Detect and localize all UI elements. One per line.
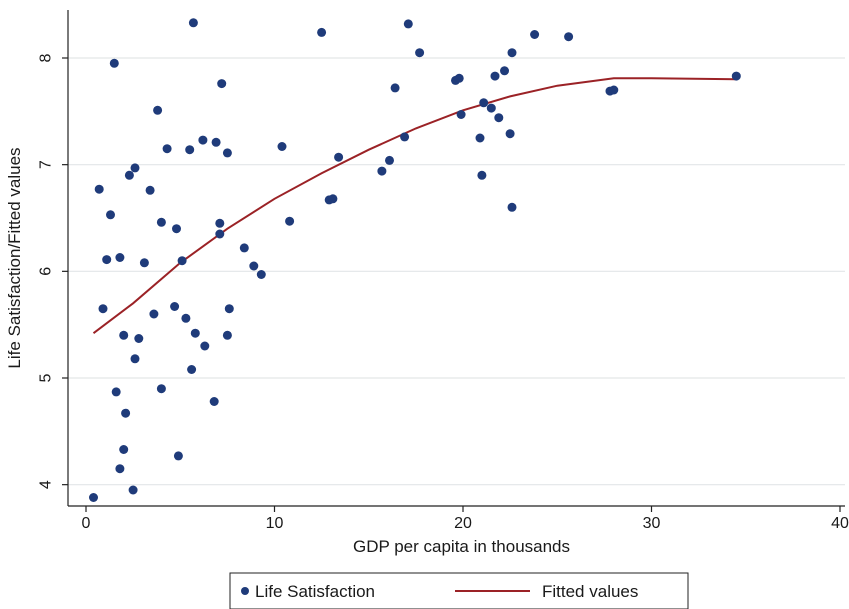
data-point [224, 304, 234, 314]
data-point [256, 270, 266, 279]
data-point [494, 113, 504, 123]
data-point [454, 73, 464, 83]
data-point [106, 210, 115, 220]
x-tick-label: 40 [831, 515, 849, 532]
data-point [390, 83, 400, 93]
data-point [89, 493, 98, 502]
data-point [156, 217, 166, 227]
data-point [505, 129, 515, 139]
data-point [507, 202, 517, 212]
data-point [400, 132, 410, 142]
data-point [564, 32, 574, 42]
legend-label-fitted-values: Fitted values [542, 582, 638, 601]
data-point [222, 330, 232, 340]
data-point [211, 137, 221, 147]
data-point [277, 142, 287, 151]
y-tick-label: 7 [38, 160, 55, 169]
data-point [215, 229, 225, 239]
data-point [181, 313, 191, 323]
x-tick-label: 20 [454, 515, 472, 532]
data-point [500, 66, 509, 76]
data-point [124, 170, 134, 180]
y-tick-label: 5 [38, 373, 55, 382]
data-point [285, 216, 295, 226]
data-point [490, 71, 500, 81]
data-point [102, 255, 112, 265]
data-point [209, 397, 219, 406]
data-point [239, 243, 249, 253]
data-point [530, 30, 540, 39]
x-tick-label: 10 [266, 515, 284, 532]
data-point [134, 334, 144, 343]
data-point [130, 354, 140, 364]
data-point [98, 304, 108, 314]
data-point [177, 256, 187, 266]
y-tick-label: 4 [38, 480, 55, 489]
y-axis-ticks: 4 5 6 7 8 [38, 53, 68, 489]
y-tick-label: 6 [38, 267, 55, 276]
data-point [486, 103, 496, 113]
data-point [119, 445, 129, 454]
data-point [385, 155, 394, 165]
data-point [162, 144, 172, 154]
legend: Life Satisfaction Fitted values [229, 572, 689, 609]
data-point [119, 330, 129, 340]
x-tick-label: 30 [643, 515, 661, 532]
data-point [94, 184, 104, 194]
data-point [377, 166, 387, 176]
data-point [149, 309, 159, 319]
data-point [217, 79, 227, 89]
data-point [731, 71, 741, 81]
data-point [115, 464, 125, 474]
data-point [188, 18, 198, 28]
data-point [111, 387, 121, 397]
data-point [156, 384, 166, 394]
data-point [115, 253, 125, 262]
data-point [334, 152, 344, 162]
data-point [249, 261, 259, 271]
data-point [128, 485, 138, 495]
data-point [456, 110, 466, 119]
data-point [215, 218, 225, 228]
data-point [415, 48, 425, 58]
data-point [187, 365, 197, 374]
data-point [173, 451, 183, 461]
data-point [507, 48, 517, 58]
data-point [609, 85, 619, 95]
data-point [403, 19, 413, 29]
data-point [222, 148, 232, 158]
data-point [145, 185, 155, 195]
data-point [139, 258, 149, 268]
data-point [130, 163, 140, 173]
x-axis-title: GDP per capita in thousands [353, 537, 570, 556]
data-point [475, 133, 485, 143]
fitted-values-line [92, 77, 737, 334]
data-point [317, 27, 327, 37]
data-point [185, 145, 195, 155]
y-tick-label: 8 [38, 53, 55, 62]
data-point [479, 98, 489, 108]
x-axis-ticks: 0 10 20 30 40 [82, 506, 849, 532]
data-point [198, 135, 208, 145]
plot-area [68, 10, 845, 506]
legend-marker-life-satisfaction [241, 587, 249, 595]
legend-label-life-satisfaction: Life Satisfaction [255, 582, 375, 601]
data-point [109, 58, 119, 68]
data-point [477, 170, 487, 180]
data-point [153, 105, 163, 115]
data-point [170, 302, 180, 311]
y-axis-title: Life Satisfaction/Fitted values [5, 147, 24, 368]
data-point [200, 341, 210, 351]
data-point [190, 328, 200, 338]
data-point [172, 224, 181, 234]
x-tick-label: 0 [82, 515, 91, 532]
data-point [328, 194, 338, 204]
life-satisfaction-points [89, 18, 741, 502]
data-point [121, 408, 131, 418]
gridlines [68, 57, 845, 486]
